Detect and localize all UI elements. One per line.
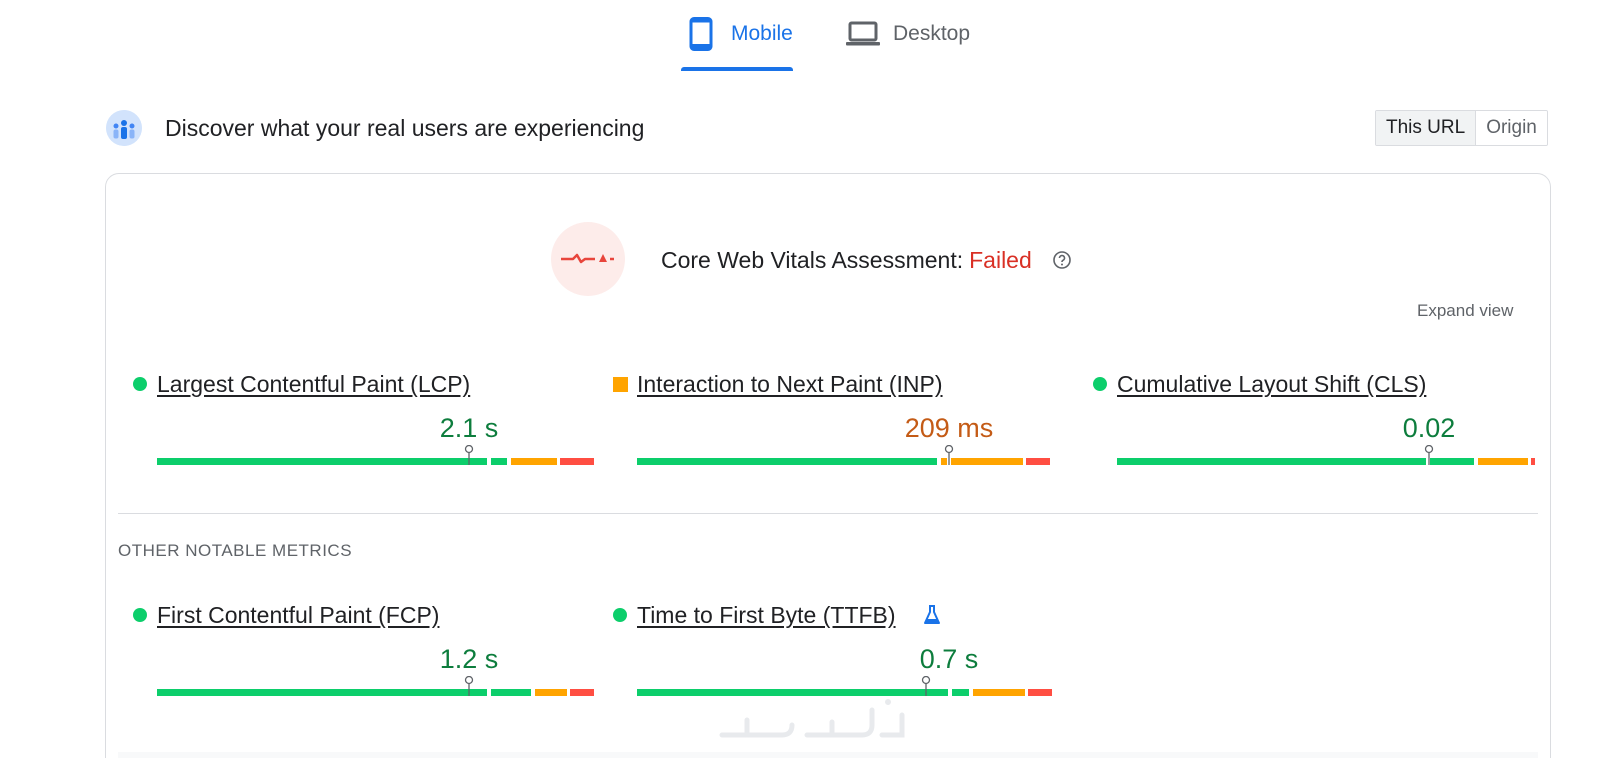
section-divider: [118, 513, 1538, 514]
metric-fcp: First Contentful Paint (FCP) 1.2 s: [133, 600, 594, 700]
expand-view-link[interactable]: Expand view: [1417, 301, 1514, 320]
tab-desktop-label: Desktop: [893, 22, 971, 45]
p75-marker-icon: [921, 676, 931, 696]
good-dot-icon: [133, 608, 147, 622]
p75-marker-icon: [464, 676, 474, 696]
needs-improvement-segment: [535, 689, 567, 696]
good-dot-icon: [133, 377, 147, 391]
help-icon[interactable]: [1052, 250, 1072, 270]
poor-segment: [1026, 458, 1050, 465]
p75-marker-icon: [1424, 445, 1434, 465]
needs-improvement-segment: [951, 458, 1023, 465]
tab-mobile[interactable]: Mobile: [683, 14, 793, 70]
metric-name[interactable]: Time to First Byte (TTFB): [637, 602, 896, 628]
distribution-bar: [157, 458, 594, 465]
tab-desktop[interactable]: Desktop: [845, 14, 970, 70]
page-title: Discover what your real users are experi…: [165, 115, 645, 141]
phone-icon: [683, 14, 719, 54]
metric-inp: Interaction to Next Paint (INP) 209 ms: [613, 369, 1053, 469]
good-segment: [952, 689, 969, 696]
good-segment: [157, 689, 487, 696]
this-url-button[interactable]: This URL: [1376, 111, 1477, 145]
good-segment: [491, 458, 507, 465]
scope-toggle: This URL Origin: [1375, 110, 1548, 146]
laptop-icon: [845, 14, 881, 54]
metric-name[interactable]: Largest Contentful Paint (LCP): [157, 371, 471, 397]
needs-improvement-segment: [941, 458, 947, 465]
watermark-logo-icon: [719, 699, 905, 738]
metric-value: 209 ms: [904, 413, 994, 443]
assessment-status: Failed: [969, 247, 1032, 273]
needs-improvement-segment: [1478, 458, 1528, 465]
assessment-title: Core Web Vitals Assessment: Failed: [661, 245, 1072, 275]
metric-name[interactable]: Interaction to Next Paint (INP): [637, 371, 943, 397]
good-segment: [1430, 458, 1474, 465]
good-segment: [1117, 458, 1426, 465]
needs-improvement-square-icon: [613, 377, 628, 392]
poor-segment: [560, 458, 594, 465]
good-segment: [637, 689, 948, 696]
distribution-bar: [637, 458, 1055, 465]
good-segment: [637, 458, 937, 465]
metric-name[interactable]: First Contentful Paint (FCP): [157, 602, 440, 628]
good-dot-icon: [1093, 377, 1107, 391]
failed-pulse-icon: [551, 222, 625, 296]
p75-marker-icon: [944, 445, 954, 465]
tab-mobile-label: Mobile: [731, 22, 793, 45]
needs-improvement-segment: [511, 458, 557, 465]
good-dot-icon: [613, 608, 627, 622]
assessment-label: Core Web Vitals Assessment:: [661, 247, 964, 273]
distribution-bar: [157, 689, 594, 696]
crux-users-icon: [106, 110, 142, 146]
poor-segment: [1531, 458, 1535, 465]
distribution-bar: [637, 689, 1055, 696]
distribution-bar: [1117, 458, 1537, 465]
metric-value: 0.7 s: [919, 644, 979, 674]
flask-icon: [924, 605, 940, 624]
metric-lcp: Largest Contentful Paint (LCP) 2.1 s: [133, 369, 594, 469]
metric-name[interactable]: Cumulative Layout Shift (CLS): [1117, 371, 1427, 397]
poor-segment: [570, 689, 594, 696]
device-tabs: Mobile Desktop: [0, 0, 1619, 72]
needs-improvement-segment: [973, 689, 1025, 696]
metric-ttfb: Time to First Byte (TTFB) 0.7 s: [613, 600, 1053, 700]
card-footer-strip: [118, 752, 1538, 758]
good-segment: [491, 689, 531, 696]
field-data-card: [105, 173, 1551, 758]
metric-value: 1.2 s: [439, 644, 499, 674]
good-segment: [157, 458, 487, 465]
metric-value: 0.02: [1402, 413, 1456, 443]
active-tab-indicator: [681, 67, 793, 71]
metric-cls: Cumulative Layout Shift (CLS) 0.02: [1093, 369, 1535, 469]
origin-button[interactable]: Origin: [1476, 111, 1547, 145]
metric-value: 2.1 s: [439, 413, 499, 443]
other-metrics-heading: OTHER NOTABLE METRICS: [118, 541, 353, 560]
poor-segment: [1028, 689, 1052, 696]
p75-marker-icon: [464, 445, 474, 465]
